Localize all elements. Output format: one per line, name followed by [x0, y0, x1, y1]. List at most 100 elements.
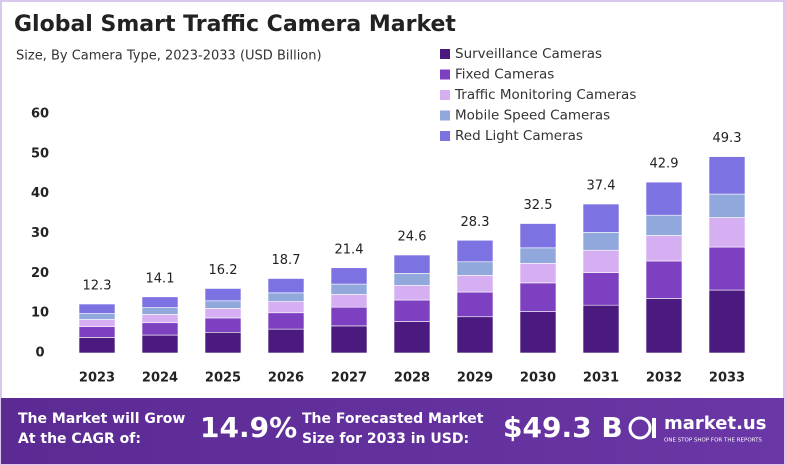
total-label: 32.5 [524, 198, 553, 213]
bar-segment [393, 273, 431, 286]
x-tick-label: 2028 [394, 371, 430, 386]
legend-label: Traffic Monitoring Cameras [454, 87, 636, 103]
bar-segment [519, 223, 557, 249]
bar-segment [456, 275, 494, 293]
bar-segment [141, 322, 179, 336]
bar-segment [456, 291, 494, 318]
bar-segment [330, 306, 368, 327]
legend-label: Mobile Speed Cameras [455, 108, 610, 124]
bar-segment [141, 296, 179, 308]
bar-segment [78, 326, 116, 338]
y-tick-label: 20 [31, 266, 49, 281]
total-label: 42.9 [650, 157, 679, 172]
bar-segment [330, 283, 368, 295]
bar-segment [582, 203, 620, 233]
bar-segment [645, 298, 683, 354]
bar-segment [78, 337, 116, 354]
legend-label: Red Light Cameras [455, 128, 583, 144]
bar-segment [393, 321, 431, 354]
bar-segment [267, 278, 305, 294]
bar-segment [519, 263, 557, 284]
brand-logo [628, 416, 656, 440]
bar-segment [582, 304, 620, 354]
bar-segment [393, 254, 431, 274]
tagline: ONE STOP SHOP FOR THE REPORTS [664, 438, 762, 444]
bar-segment [519, 311, 557, 354]
bar-segment [708, 246, 746, 291]
bar-segment [519, 247, 557, 264]
chart-title: Global Smart Traffic Camera Market [14, 12, 456, 37]
total-label: 18.7 [272, 253, 301, 268]
bar-segment [645, 260, 683, 299]
bar-segment [141, 307, 179, 315]
bar-segment [330, 267, 368, 285]
bar-segment [645, 181, 683, 216]
bar-segment [204, 331, 242, 354]
x-tick-label: 2026 [268, 371, 304, 386]
x-tick-label: 2023 [79, 371, 115, 386]
bar-segment [582, 249, 620, 273]
forecast-text: The Forecasted Market Size for 2033 in US… [302, 411, 484, 447]
cagr-value: 14.9% [200, 411, 297, 444]
bar-segment [78, 319, 116, 328]
bar-segment [267, 292, 305, 302]
bar-segment [78, 313, 116, 320]
total-label: 49.3 [713, 131, 742, 146]
bar-segment [645, 235, 683, 262]
legend-label: Fixed Cameras [455, 67, 554, 83]
bar-segment [267, 312, 305, 330]
x-tick-label: 2030 [520, 371, 556, 386]
y-tick-label: 0 [35, 346, 44, 361]
bar-segment [78, 303, 116, 314]
x-tick-label: 2029 [457, 371, 493, 386]
bar-segment [204, 317, 242, 333]
bar-segment [645, 214, 683, 236]
bar-segment [204, 300, 242, 309]
bar-segment [204, 308, 242, 319]
x-tick-label: 2032 [646, 371, 682, 386]
bar-segment [456, 261, 494, 276]
bar-segment [708, 289, 746, 354]
legend-swatch [440, 69, 450, 80]
bar-segment [393, 299, 431, 322]
total-label: 16.2 [209, 263, 238, 278]
bar-segment [708, 217, 746, 248]
chart-subtitle: Size, By Camera Type, 2023-2033 (USD Bil… [16, 49, 322, 64]
bar-segment [519, 282, 557, 312]
legend-swatch [440, 90, 450, 100]
bar-segment [267, 301, 305, 314]
x-tick-label: 2033 [709, 371, 745, 386]
y-tick-label: 60 [31, 107, 49, 122]
x-tick-label: 2031 [583, 371, 619, 386]
bar-segment [582, 232, 620, 251]
bar-segment [330, 294, 368, 308]
bar-segment [141, 314, 179, 324]
total-label: 24.6 [398, 230, 427, 245]
bar-segment [582, 272, 620, 306]
brand: market.us [664, 413, 766, 434]
bar-segment [204, 288, 242, 302]
bar-segment [141, 334, 179, 354]
legend-swatch [440, 49, 450, 59]
bar-segment [267, 328, 305, 354]
bar-segment [393, 284, 431, 301]
forecast-value: $49.3 B [503, 411, 623, 444]
bar-segment [708, 193, 746, 218]
x-tick-label: 2024 [142, 371, 178, 386]
y-tick-label: 10 [31, 306, 49, 321]
legend-swatch [440, 110, 450, 121]
total-label: 37.4 [587, 179, 616, 194]
legend-swatch [440, 131, 450, 141]
total-label: 21.4 [335, 242, 364, 257]
total-label: 14.1 [146, 271, 175, 286]
bar-segment [708, 156, 746, 195]
legend-label: Surveillance Cameras [455, 46, 602, 62]
y-tick-label: 40 [31, 186, 49, 201]
total-label: 28.3 [461, 215, 490, 230]
total-label: 12.3 [83, 279, 112, 294]
bar-segment [330, 325, 368, 354]
y-tick-label: 50 [31, 146, 49, 161]
bar-segment [456, 239, 494, 263]
x-tick-label: 2027 [331, 371, 367, 386]
